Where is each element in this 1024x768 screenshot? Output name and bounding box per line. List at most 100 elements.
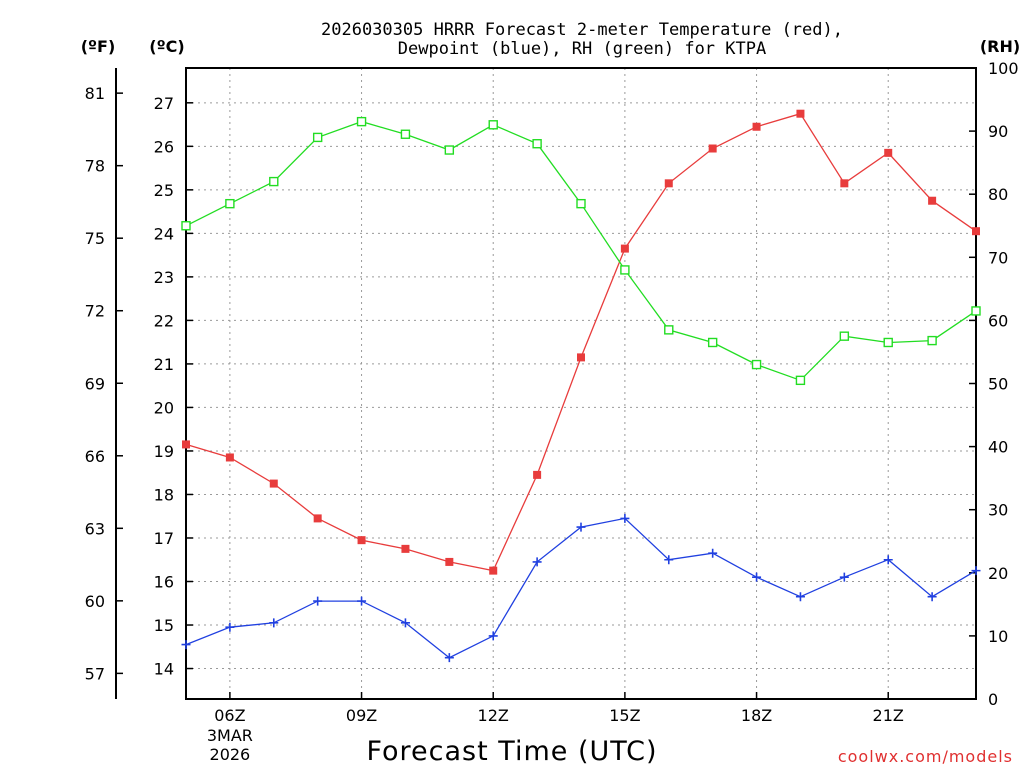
celsius-tick-label: 15 (154, 616, 174, 635)
data-point (313, 514, 322, 523)
celsius-tick-label: 22 (154, 311, 174, 330)
data-point (620, 513, 630, 523)
series-temperature (182, 109, 980, 575)
rh-tick-label: 10 (988, 627, 1008, 646)
series-line (185, 120, 977, 382)
data-point (752, 572, 762, 582)
data-point (357, 596, 367, 606)
data-point (927, 335, 937, 346)
celsius-tick-label: 19 (154, 442, 174, 461)
fahrenheit-tick-label: 81 (85, 84, 105, 103)
celsius-tick-label: 20 (154, 398, 174, 417)
data-point (708, 144, 717, 153)
data-point (444, 145, 455, 155)
fahrenheit-tick-label: 78 (85, 157, 105, 176)
fahrenheit-tick-label: 63 (85, 519, 105, 538)
data-point (577, 353, 585, 362)
data-point (707, 337, 718, 348)
data-point (620, 265, 630, 275)
rh-tick-label: 70 (988, 248, 1008, 267)
celsius-tick-label: 26 (154, 137, 174, 156)
data-point (708, 548, 718, 558)
series-dewpoint (181, 513, 981, 663)
celsius-tick-label: 16 (154, 573, 174, 592)
data-point (269, 176, 279, 187)
rh-tick-label: 80 (988, 185, 1008, 204)
data-point (489, 566, 498, 575)
data-point (576, 198, 586, 209)
data-point (664, 179, 673, 188)
data-point (488, 120, 498, 130)
data-point (181, 640, 191, 650)
fahrenheit-tick-label: 69 (85, 374, 105, 393)
data-point (533, 470, 542, 479)
data-point (927, 592, 937, 602)
data-point (972, 227, 980, 236)
x-axis-title: Forecast Time (UTC) (366, 736, 657, 767)
data-point (796, 109, 805, 118)
fahrenheit-tick-label: 60 (85, 592, 105, 611)
series-line (185, 112, 977, 572)
rh-unit-label: (RH) (980, 37, 1020, 56)
x-tick-label: 18Z (741, 706, 772, 725)
data-point (488, 631, 498, 641)
fahrenheit-unit-label: (ºF) (81, 37, 116, 56)
data-point (356, 116, 367, 127)
data-point (401, 544, 410, 553)
rh-tick-label: 100 (988, 59, 1019, 78)
rh-tick-label: 40 (988, 438, 1008, 457)
data-point (883, 337, 893, 348)
data-point (840, 179, 849, 188)
celsius-tick-label: 21 (154, 355, 174, 374)
data-point (225, 198, 235, 209)
rh-tick-label: 50 (988, 375, 1008, 394)
fahrenheit-tick-label: 75 (85, 229, 105, 248)
celsius-tick-label: 17 (154, 529, 174, 548)
fahrenheit-tick-label: 57 (85, 664, 105, 683)
data-point (664, 555, 674, 565)
data-point (445, 557, 454, 566)
fahrenheit-tick-label: 66 (85, 447, 105, 466)
fahrenheit-tick-label: 72 (85, 302, 105, 321)
data-point (839, 331, 850, 341)
data-point (751, 359, 762, 370)
data-point (576, 522, 586, 532)
x-tick-label: 21Z (873, 706, 904, 725)
data-point (971, 306, 981, 316)
data-point (269, 479, 278, 488)
rh-tick-label: 60 (988, 311, 1008, 330)
plot-frame (185, 67, 977, 700)
celsius-tick-label: 14 (154, 660, 174, 679)
celsius-tick-label: 23 (154, 268, 174, 287)
data-point (839, 572, 849, 582)
data-point (312, 132, 323, 143)
data-point (357, 536, 366, 545)
celsius-tick-label: 18 (154, 485, 174, 504)
series-relative-humidity (181, 116, 981, 386)
series-line (185, 517, 977, 659)
celsius-tick-label: 24 (154, 224, 174, 243)
data-point (883, 555, 893, 565)
chart-title-line-2: Dewpoint (blue), RH (green) for KTPA (398, 39, 766, 59)
data-point (269, 618, 279, 628)
data-point (884, 148, 893, 157)
x-date-label: 2026 (210, 745, 251, 764)
data-point (795, 592, 805, 602)
rh-tick-label: 20 (988, 564, 1008, 583)
celsius-tick-label: 25 (154, 181, 174, 200)
x-date-label: 3MAR (207, 726, 253, 745)
data-point (532, 557, 542, 567)
celsius-tick-label: 27 (154, 94, 174, 113)
data-point (532, 139, 542, 149)
x-tick-label: 12Z (478, 706, 509, 725)
data-point (181, 221, 191, 231)
x-tick-label: 06Z (214, 706, 245, 725)
data-point (444, 653, 454, 663)
celsius-unit-label: (ºC) (149, 37, 184, 56)
data-point (225, 453, 234, 462)
data-point (752, 122, 761, 131)
grid-lines (186, 68, 976, 699)
data-point (928, 196, 937, 205)
data-point (182, 440, 190, 449)
